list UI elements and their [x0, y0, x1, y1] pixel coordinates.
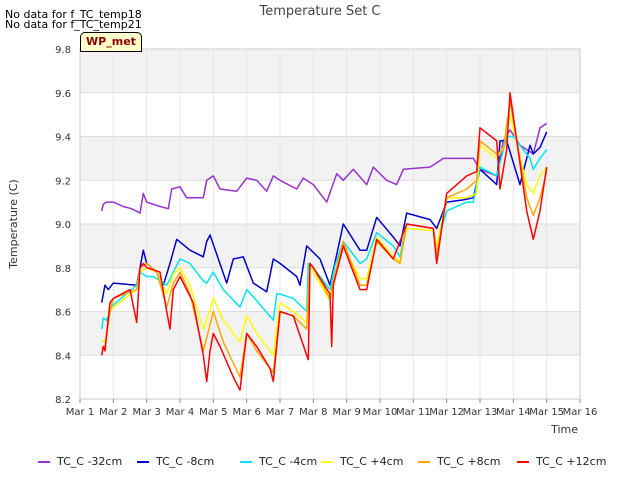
y-tick-label: 8.2 [55, 395, 71, 406]
y-tick-label: 8.8 [55, 264, 71, 275]
x-tick-label: Mar 16 [563, 407, 598, 418]
y-tick-label: 9.8 [55, 45, 71, 56]
site-label-badge: WP_met [80, 32, 142, 52]
y-tick-label: 9.2 [55, 176, 71, 187]
series-line-tc-c-12cm [100, 92, 548, 391]
x-tick-label: Mar 12 [429, 407, 464, 418]
legend-label: TC_C +12cm [535, 455, 606, 468]
plot-band [80, 92, 580, 137]
x-tick-label: Mar 5 [199, 407, 227, 418]
legend-label: TC_C +4cm [339, 455, 403, 468]
x-tick-label: Mar 9 [332, 407, 360, 418]
x-tick-label: Mar 13 [463, 407, 498, 418]
legend-label: TC_C -4cm [258, 455, 317, 468]
x-tick-label: Mar 1 [66, 407, 94, 418]
x-tick-label: Mar 6 [232, 407, 260, 418]
legend-label: TC_C -8cm [155, 455, 214, 468]
x-tick-label: Mar 14 [496, 407, 531, 418]
plot-band [80, 355, 580, 399]
y-tick-label: 8.4 [55, 351, 71, 362]
y-axis-label: Temperature (C) [7, 179, 20, 269]
plot-band-shaded [80, 49, 580, 93]
y-tick-label: 8.6 [55, 308, 71, 319]
chart-title: Temperature Set C [258, 4, 380, 19]
no-data-note-2: No data for f_TC_temp21 [5, 18, 142, 31]
series-line-tc-c-4cm [100, 135, 548, 330]
x-tick-label: Mar 2 [99, 407, 127, 418]
x-tick-label: Mar 11 [396, 407, 431, 418]
no-data-note-1: No data for f_TC_temp18 [5, 8, 142, 21]
plot-area [79, 48, 581, 400]
x-tick-label: Mar 3 [132, 407, 160, 418]
plot-band-shaded [80, 224, 580, 268]
x-tick-label: Mar 10 [363, 407, 398, 418]
legend-label: TC_C -32cm [56, 455, 122, 468]
y-tick-label: 9.6 [55, 89, 71, 100]
series-line-tc-c-32cm [100, 122, 548, 214]
x-tick-label: Mar 15 [529, 407, 564, 418]
plot-band [80, 180, 580, 224]
plot-band-shaded [80, 311, 580, 356]
x-tick-label: Mar 4 [166, 407, 194, 418]
x-axis-label: Time [550, 423, 578, 436]
x-tick-label: Mar 8 [299, 407, 327, 418]
y-tick-label: 9.0 [55, 220, 71, 231]
y-tick-label: 9.4 [55, 133, 71, 144]
x-tick-label: Mar 7 [266, 407, 294, 418]
legend-label: TC_C +8cm [436, 455, 500, 468]
